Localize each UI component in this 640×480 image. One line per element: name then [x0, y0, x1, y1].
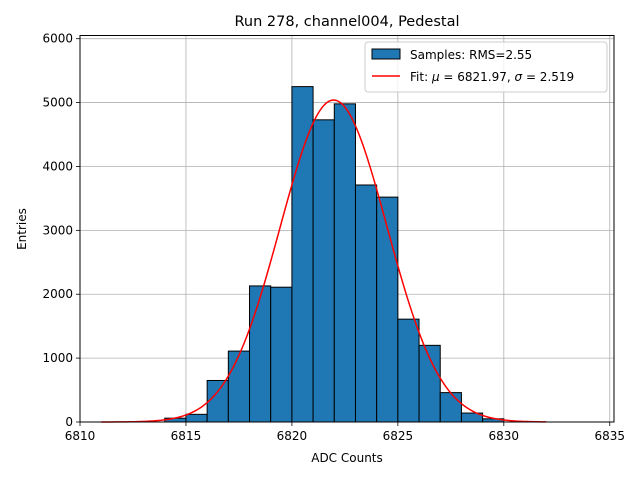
y-tick-label: 4000	[42, 159, 73, 173]
legend-histogram-label: Samples: RMS=2.55	[410, 48, 532, 62]
y-tick-label: 0	[65, 415, 73, 429]
y-tick-label: 2000	[42, 287, 73, 301]
histogram-bar	[312, 119, 335, 423]
x-axis-ticks: 6810 6815 6820 6825 6830 6835	[65, 422, 625, 443]
histogram-bar	[376, 196, 399, 423]
y-tick-label: 3000	[42, 223, 73, 237]
histogram-bar	[439, 392, 462, 423]
legend: Samples: RMS=2.55 Fit: μ = 6821.97, σ = …	[364, 41, 608, 93]
plot-area-frame	[79, 35, 615, 423]
histogram-bar	[185, 413, 208, 423]
x-tick-label: 6810	[65, 429, 96, 443]
histogram-bar	[227, 350, 251, 423]
x-tick-label: 6825	[383, 429, 414, 443]
histogram-bar	[291, 86, 314, 423]
fit-curve-layer	[101, 99, 547, 423]
histogram-bar	[333, 103, 356, 423]
x-tick-label: 6830	[489, 429, 520, 443]
x-tick-label: 6815	[171, 429, 202, 443]
y-axis-label: Entries	[15, 208, 29, 250]
legend-histogram-swatch	[371, 48, 401, 60]
y-tick-label: 6000	[42, 32, 73, 46]
x-axis-label: ADC Counts	[311, 451, 383, 465]
histogram-bar	[206, 379, 229, 423]
chart-title: Run 278, channel004, Pedestal	[234, 14, 459, 30]
legend-fit-label: Fit: μ = 6821.97, σ = 2.519	[410, 70, 574, 84]
legend-box	[364, 41, 608, 93]
histogram-bar	[249, 285, 272, 423]
x-tick-label: 6835	[594, 429, 625, 443]
y-tick-label: 1000	[42, 351, 73, 365]
y-axis-ticks: 0 1000 2000 3000 4000 5000 6000	[42, 32, 80, 429]
histogram-bar	[270, 286, 293, 423]
x-tick-label: 6820	[277, 429, 308, 443]
gaussian-fit-curve	[101, 99, 547, 423]
histogram-bar	[354, 184, 378, 423]
histogram-bar	[397, 318, 420, 423]
y-tick-label: 5000	[42, 96, 73, 110]
histogram-bars	[164, 86, 505, 423]
